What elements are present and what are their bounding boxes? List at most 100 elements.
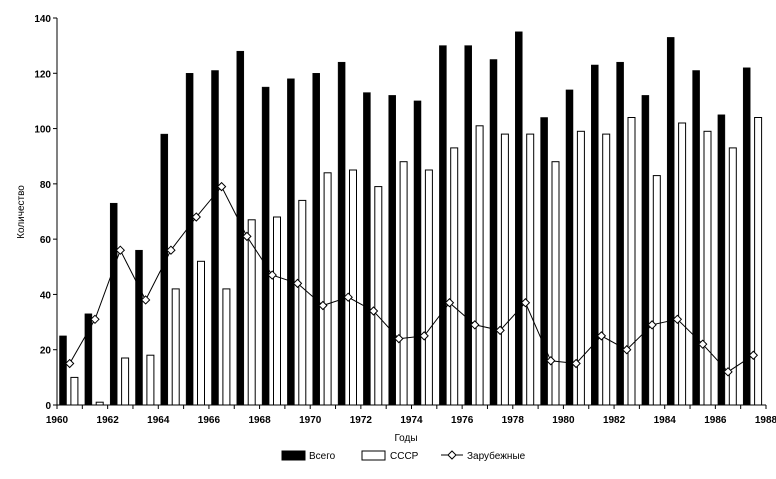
bar-ussr <box>526 133 535 406</box>
x-tick-label: 1982 <box>603 415 626 426</box>
point-foreign <box>242 231 252 242</box>
point-foreign <box>216 181 227 192</box>
y-tick-label: 80 <box>40 180 52 191</box>
bar-ussr <box>424 169 433 406</box>
bar-ussr <box>475 125 484 406</box>
bar-ussr <box>754 117 763 406</box>
bar-total <box>287 78 295 406</box>
bar-total <box>464 45 472 406</box>
point-foreign <box>64 358 75 369</box>
point-foreign <box>495 325 505 336</box>
bar-total <box>616 61 624 406</box>
point-foreign <box>546 356 556 366</box>
legend-swatch-total <box>281 450 306 461</box>
bar-total <box>641 95 650 406</box>
point-foreign <box>672 314 683 325</box>
x-tick-label: 1964 <box>147 415 170 426</box>
bar-ussr <box>703 130 712 406</box>
legend-item-total: Всего <box>281 450 336 462</box>
bar-ussr <box>374 186 383 406</box>
bar-total <box>59 335 67 406</box>
bar-ussr <box>298 199 307 406</box>
point-foreign <box>318 300 328 311</box>
point-foreign <box>368 306 379 316</box>
bar-ussr <box>728 147 737 406</box>
x-tick-label: 1978 <box>502 415 525 426</box>
bar-total <box>337 61 346 406</box>
line-foreign <box>69 185 754 373</box>
bar-ussr <box>551 161 560 406</box>
plot-area <box>59 31 763 406</box>
bar-total <box>591 64 599 406</box>
bar-ussr <box>500 133 509 406</box>
point-foreign <box>191 212 201 222</box>
x-tick-label: 1986 <box>704 415 727 426</box>
bar-ussr <box>171 288 180 406</box>
x-tick-label: 1976 <box>451 415 474 426</box>
legend-label-ussr: СССР <box>390 451 419 462</box>
y-tick-label: 60 <box>40 235 52 246</box>
bar-total <box>135 249 143 406</box>
bar-ussr <box>627 117 636 406</box>
x-tick-label: 1988 <box>755 415 776 426</box>
point-foreign <box>723 367 733 377</box>
y-tick-label: 40 <box>40 290 52 301</box>
y-tick-label: 20 <box>40 346 52 357</box>
point-foreign <box>140 295 151 305</box>
y-tick-label: 0 <box>45 401 51 412</box>
bar-ussr <box>121 357 130 406</box>
x-tick-label: 1960 <box>46 415 69 426</box>
x-tick-label: 1984 <box>654 415 677 426</box>
bar-total <box>363 92 371 406</box>
bar-ussr <box>399 161 408 406</box>
point-foreign <box>748 350 759 360</box>
bar-total <box>185 73 194 406</box>
bar-ussr <box>602 133 611 406</box>
y-tick-label: 140 <box>34 14 51 25</box>
bar-ussr <box>450 147 459 406</box>
bar-ussr <box>323 172 332 406</box>
point-foreign <box>697 339 708 349</box>
bar-total <box>439 45 447 406</box>
x-tick-label: 1966 <box>198 415 221 426</box>
bar-ussr <box>222 288 231 406</box>
x-tick-label: 1980 <box>552 415 575 426</box>
point-foreign <box>596 331 607 341</box>
x-tick-label: 1962 <box>97 415 120 426</box>
legend-marker-foreign <box>447 450 457 460</box>
bar-total <box>160 133 169 406</box>
bar-total <box>692 70 700 406</box>
bar-ussr <box>70 376 79 406</box>
bar-total <box>515 31 523 406</box>
x-tick-label: 1970 <box>299 415 322 426</box>
legend-label-total: Всего <box>309 451 336 462</box>
point-foreign <box>571 358 581 369</box>
bar-ussr <box>273 216 281 406</box>
point-foreign <box>622 345 632 355</box>
bar-total <box>666 37 675 406</box>
bar-ussr <box>197 260 205 406</box>
x-axis-title: Годы <box>394 433 417 444</box>
bar-total <box>109 202 118 406</box>
point-foreign <box>444 298 455 308</box>
bar-total <box>413 100 422 406</box>
point-foreign <box>647 320 657 330</box>
y-ticks: 0 20 40 60 80 100 120 140 <box>34 14 57 412</box>
point-foreign <box>166 245 176 255</box>
point-foreign <box>343 292 353 302</box>
legend-swatch-ussr <box>361 450 386 461</box>
point-foreign <box>520 298 531 308</box>
bar-total <box>312 73 320 406</box>
bar-ussr <box>349 169 357 406</box>
bar-total <box>742 67 751 406</box>
x-tick-label: 1968 <box>248 415 271 426</box>
point-foreign <box>267 270 277 280</box>
bar-total <box>489 59 498 406</box>
bar-ussr <box>652 175 661 406</box>
point-foreign <box>90 314 100 325</box>
bar-total <box>565 89 574 406</box>
legend-item-ussr: СССР <box>361 450 419 462</box>
x-tick-label: 1974 <box>400 415 423 426</box>
bar-ussr <box>678 122 687 406</box>
legend-label-foreign: Зарубежные <box>467 450 526 462</box>
